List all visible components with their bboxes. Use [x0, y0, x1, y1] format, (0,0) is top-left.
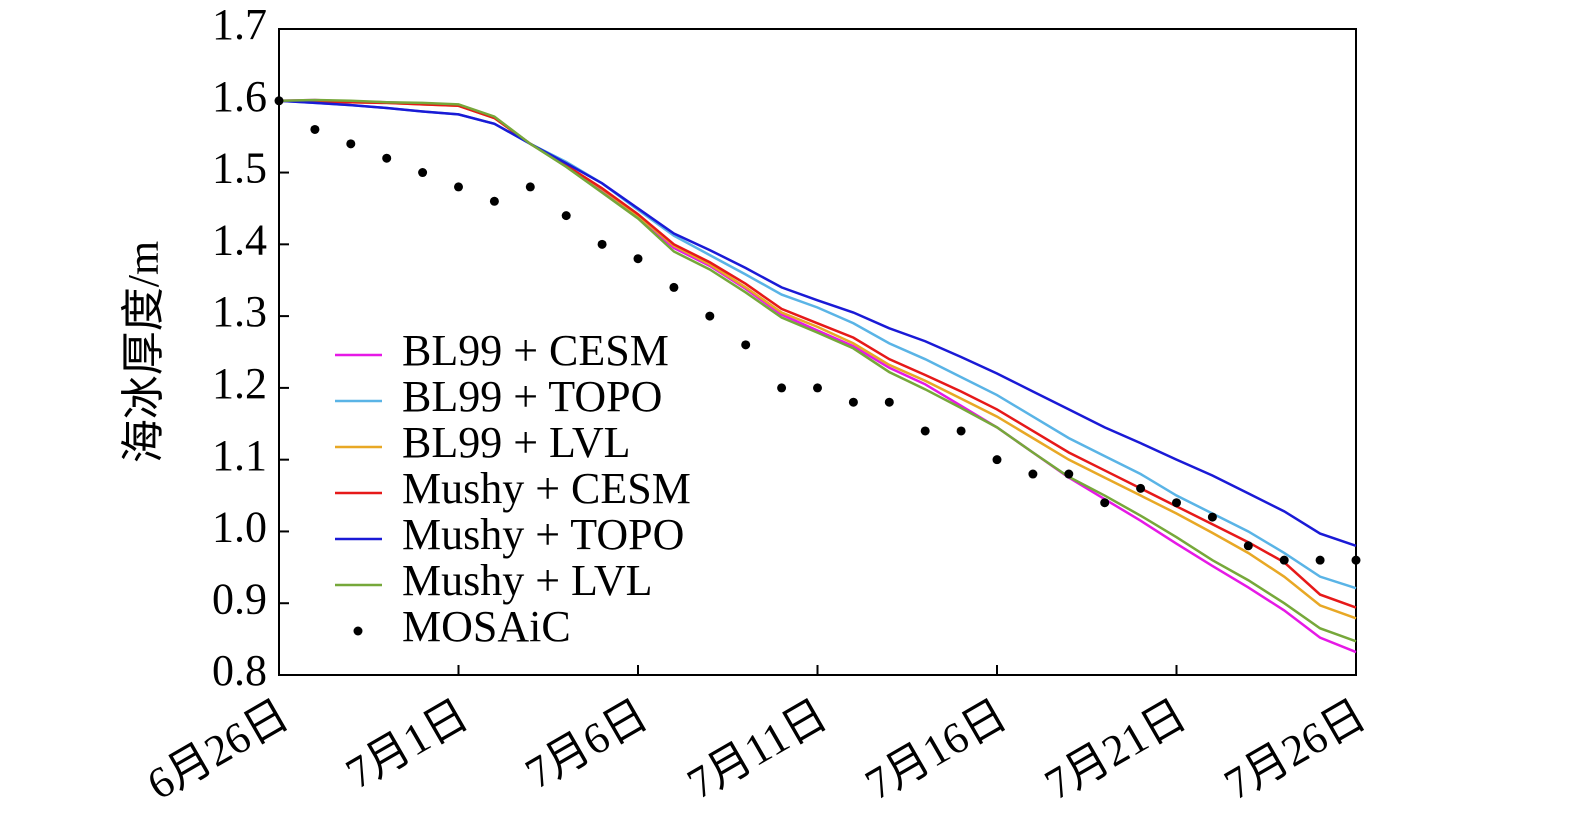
y-tick-label: 0.8 — [212, 646, 267, 695]
legend-label: MOSAiC — [402, 602, 571, 651]
x-tick-label: 6月26日 — [139, 690, 297, 809]
legend-label: Mushy + TOPO — [402, 510, 684, 559]
legend-marker — [353, 626, 363, 636]
data-point — [884, 397, 894, 407]
data-point — [1279, 555, 1289, 565]
y-tick-label: 1.4 — [212, 215, 267, 264]
x-tick-label: 7月26日 — [1216, 690, 1374, 809]
series-line — [278, 99, 1357, 547]
data-point — [1315, 555, 1325, 565]
data-point — [848, 397, 858, 407]
y-tick-label: 1.5 — [212, 144, 267, 193]
data-point — [1207, 512, 1217, 522]
y-tick-label: 1.0 — [212, 503, 267, 552]
data-point — [1100, 498, 1110, 508]
data-point — [1028, 469, 1038, 479]
y-axis-label: 海冰厚度/m — [119, 241, 168, 463]
legend-label: Mushy + LVL — [402, 556, 653, 605]
data-point — [597, 239, 607, 249]
data-point — [1172, 498, 1181, 508]
data-point — [741, 340, 751, 350]
legend-label: BL99 + CESM — [402, 326, 669, 375]
legend-label: Mushy + CESM — [402, 464, 691, 513]
series-line — [278, 98, 1357, 643]
data-point — [992, 455, 1002, 465]
y-tick-label: 1.2 — [212, 359, 267, 408]
data-point — [418, 168, 428, 178]
data-point — [633, 254, 643, 264]
data-point — [310, 124, 320, 134]
data-point — [956, 426, 966, 436]
x-tick-label: 7月21日 — [1037, 690, 1195, 809]
y-tick-label: 1.6 — [212, 72, 267, 121]
x-tick-label: 7月11日 — [679, 690, 835, 809]
y-tick-label: 1.3 — [212, 287, 267, 336]
x-tick-label: 7月1日 — [338, 690, 477, 798]
data-point — [669, 282, 679, 292]
data-point — [382, 153, 392, 163]
data-point — [1243, 541, 1253, 551]
data-point — [920, 426, 930, 436]
data-point — [1351, 555, 1361, 565]
legend-label: BL99 + TOPO — [402, 372, 662, 421]
y-tick-label: 1.7 — [212, 0, 267, 49]
data-point — [454, 182, 463, 192]
data-point — [525, 182, 535, 192]
data-point — [777, 383, 787, 393]
data-point — [1136, 483, 1146, 493]
legend-label: BL99 + LVL — [402, 418, 631, 467]
data-point — [489, 196, 499, 206]
data-point — [813, 383, 822, 393]
data-point — [346, 139, 356, 149]
y-tick-label: 1.1 — [212, 431, 267, 480]
x-tick-label: 7月6日 — [517, 690, 656, 798]
x-tick-label: 7月16日 — [857, 690, 1015, 809]
data-point — [705, 311, 715, 321]
data-point — [561, 211, 571, 221]
data-point — [274, 96, 284, 106]
y-tick-label: 0.9 — [212, 574, 267, 623]
data-point — [1064, 469, 1074, 479]
